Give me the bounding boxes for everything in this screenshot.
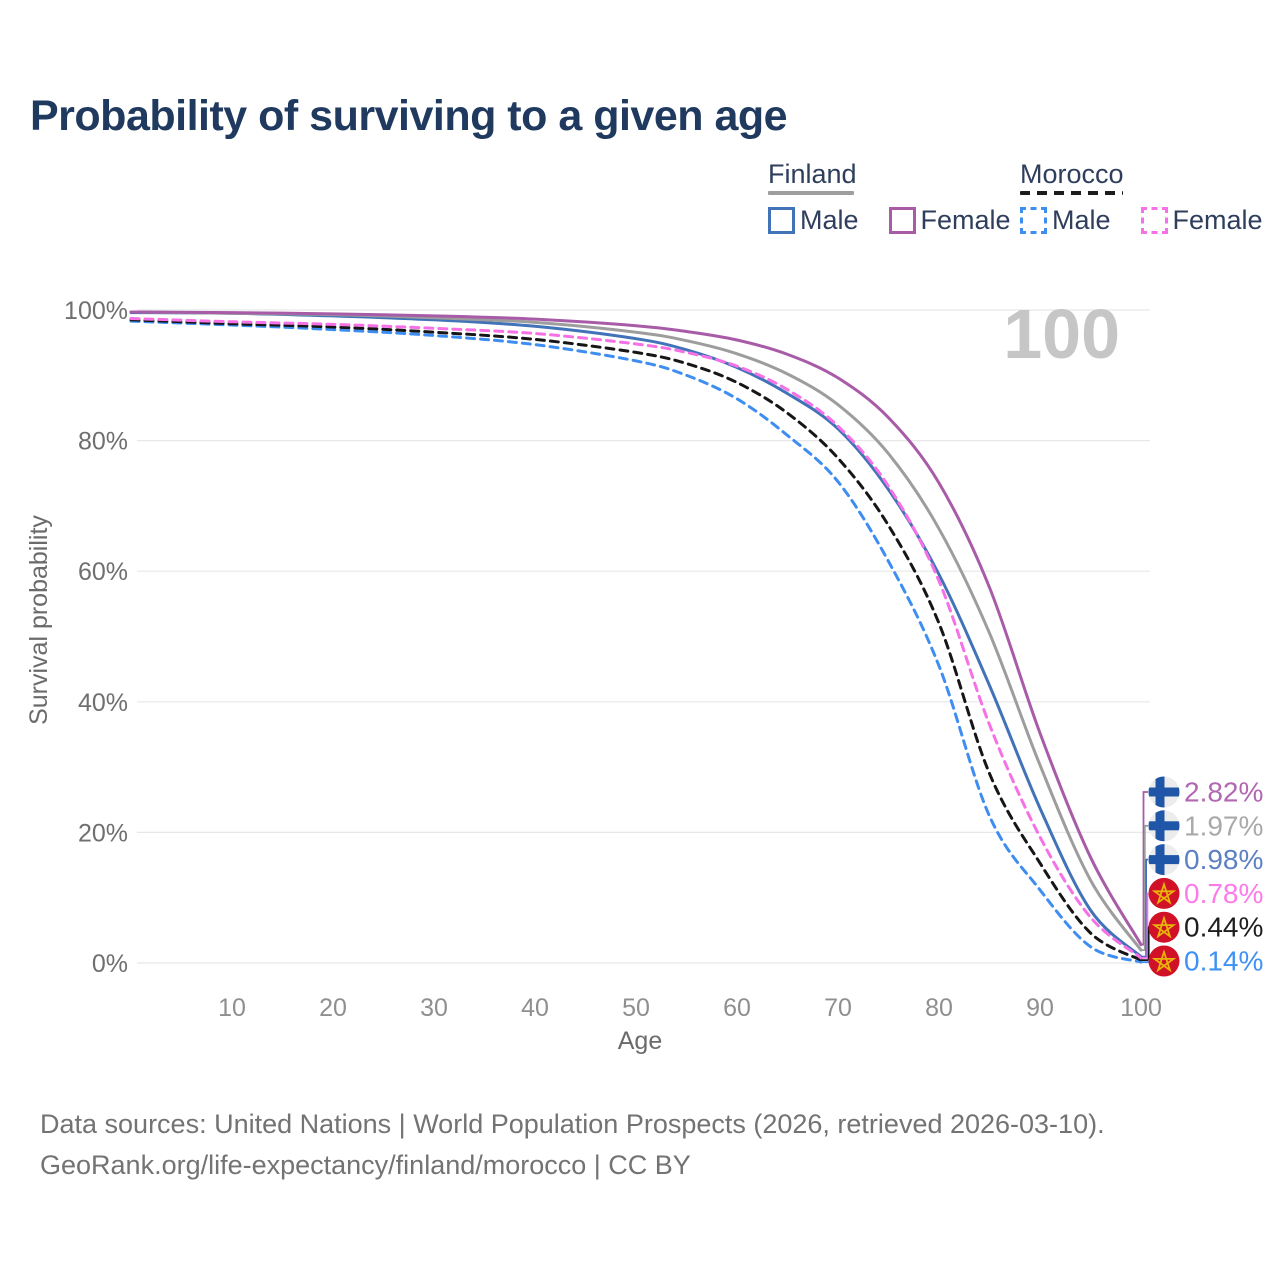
flag-morocco-male: [1148, 945, 1180, 977]
x-tick-label: 10: [218, 994, 246, 1022]
x-axis-labels: 10 20 30 40 50 60 70 80 90 100: [218, 994, 1162, 1022]
morocco-flag-icon: [1148, 945, 1180, 977]
y-tick-label: 60%: [78, 558, 128, 586]
morocco-male-swatch: [1020, 207, 1047, 234]
footer: Data sources: United Nations | World Pop…: [40, 1104, 1105, 1186]
y-tick-label: 80%: [78, 428, 128, 456]
finland-male-swatch: [768, 207, 795, 234]
legend-country-finland[interactable]: Finland: [768, 159, 857, 189]
morocco-flag-icon: [1148, 911, 1180, 943]
x-tick-label: 100: [1120, 994, 1162, 1022]
legend-group-morocco: Morocco Male Female: [1020, 160, 1263, 236]
y-tick-label: 40%: [78, 689, 128, 717]
finland-female-swatch: [888, 207, 916, 234]
legend-item-label: Male: [1052, 205, 1111, 235]
x-tick-label: 70: [824, 994, 852, 1022]
curve-morocco-male: [129, 319, 1143, 964]
finland-linestyle-swatch: [768, 191, 854, 195]
x-tick-label: 80: [925, 994, 953, 1022]
curve-finland-all: [129, 310, 1143, 952]
end-label-morocco-male: 0.14%: [1184, 946, 1263, 977]
data-sources-text: Data sources: United Nations | World Pop…: [40, 1109, 1105, 1139]
flag-finland-female: [1148, 776, 1180, 808]
curve-morocco-all: [129, 318, 1143, 962]
y-tick-label: 0%: [92, 950, 128, 978]
connector-morocco-female: [1141, 892, 1149, 959]
page-title: Probability of surviving to a given age: [30, 92, 788, 140]
connector-morocco-all: [1141, 926, 1150, 961]
gridlines: [137, 309, 1150, 964]
legend-item-finland-male[interactable]: Male: [768, 205, 859, 236]
end-labels: 2.82%1.97%0.98%0.78%0.44%0.14%: [1141, 776, 1263, 977]
flag-finland-male: [1148, 844, 1180, 876]
age-watermark: 100: [1003, 295, 1120, 373]
end-label-finland-all: 1.97%: [1184, 810, 1263, 841]
legend-item-morocco-female[interactable]: Female: [1140, 205, 1263, 236]
morocco-flag-icon: [1148, 877, 1180, 909]
flag-finland-all: [1148, 810, 1180, 842]
survival-curves: [129, 310, 1143, 964]
legend-item-finland-female[interactable]: Female: [888, 205, 1011, 236]
x-tick-label: 20: [319, 994, 347, 1022]
connector-finland-male: [1141, 858, 1148, 958]
y-tick-label: 20%: [78, 819, 128, 847]
legend-item-label: Female: [1172, 205, 1263, 235]
morocco-female-swatch: [1140, 207, 1168, 234]
legend-item-label: Male: [800, 205, 859, 235]
end-label-finland-male: 0.98%: [1184, 844, 1263, 875]
flag-morocco-female: [1148, 877, 1180, 909]
x-axis-title: Age: [618, 1027, 662, 1055]
y-axis-title: Survival probability: [25, 515, 53, 725]
curve-morocco-female: [129, 317, 1143, 960]
x-tick-label: 40: [521, 994, 549, 1022]
end-label-morocco-female: 0.78%: [1184, 878, 1263, 909]
legend-item-label: Female: [920, 205, 1011, 235]
connector-finland-all: [1141, 824, 1148, 951]
attribution-text: GeoRank.org/life-expectancy/finland/moro…: [40, 1150, 691, 1180]
y-tick-label: 100%: [64, 297, 128, 325]
x-tick-label: 60: [723, 994, 751, 1022]
x-tick-label: 90: [1026, 994, 1054, 1022]
x-tick-label: 50: [622, 994, 650, 1022]
y-axis-labels: 0% 20% 40% 60% 80% 100%: [64, 297, 128, 978]
legend-item-morocco-male[interactable]: Male: [1020, 205, 1111, 236]
curve-finland-male: [129, 311, 1143, 959]
legend-group-finland: Finland Male Female: [768, 160, 1011, 236]
curve-finland-female: [129, 310, 1143, 947]
morocco-linestyle-swatch: [1020, 191, 1123, 195]
connector-finland-female: [1141, 791, 1148, 946]
end-label-morocco-all: 0.44%: [1184, 912, 1263, 943]
x-tick-label: 30: [420, 994, 448, 1022]
legend-country-morocco[interactable]: Morocco: [1020, 159, 1124, 189]
flag-morocco-all: [1148, 911, 1180, 943]
legend: Finland Male Female Morocco Male: [0, 160, 1280, 240]
end-label-finland-female: 2.82%: [1184, 777, 1263, 808]
